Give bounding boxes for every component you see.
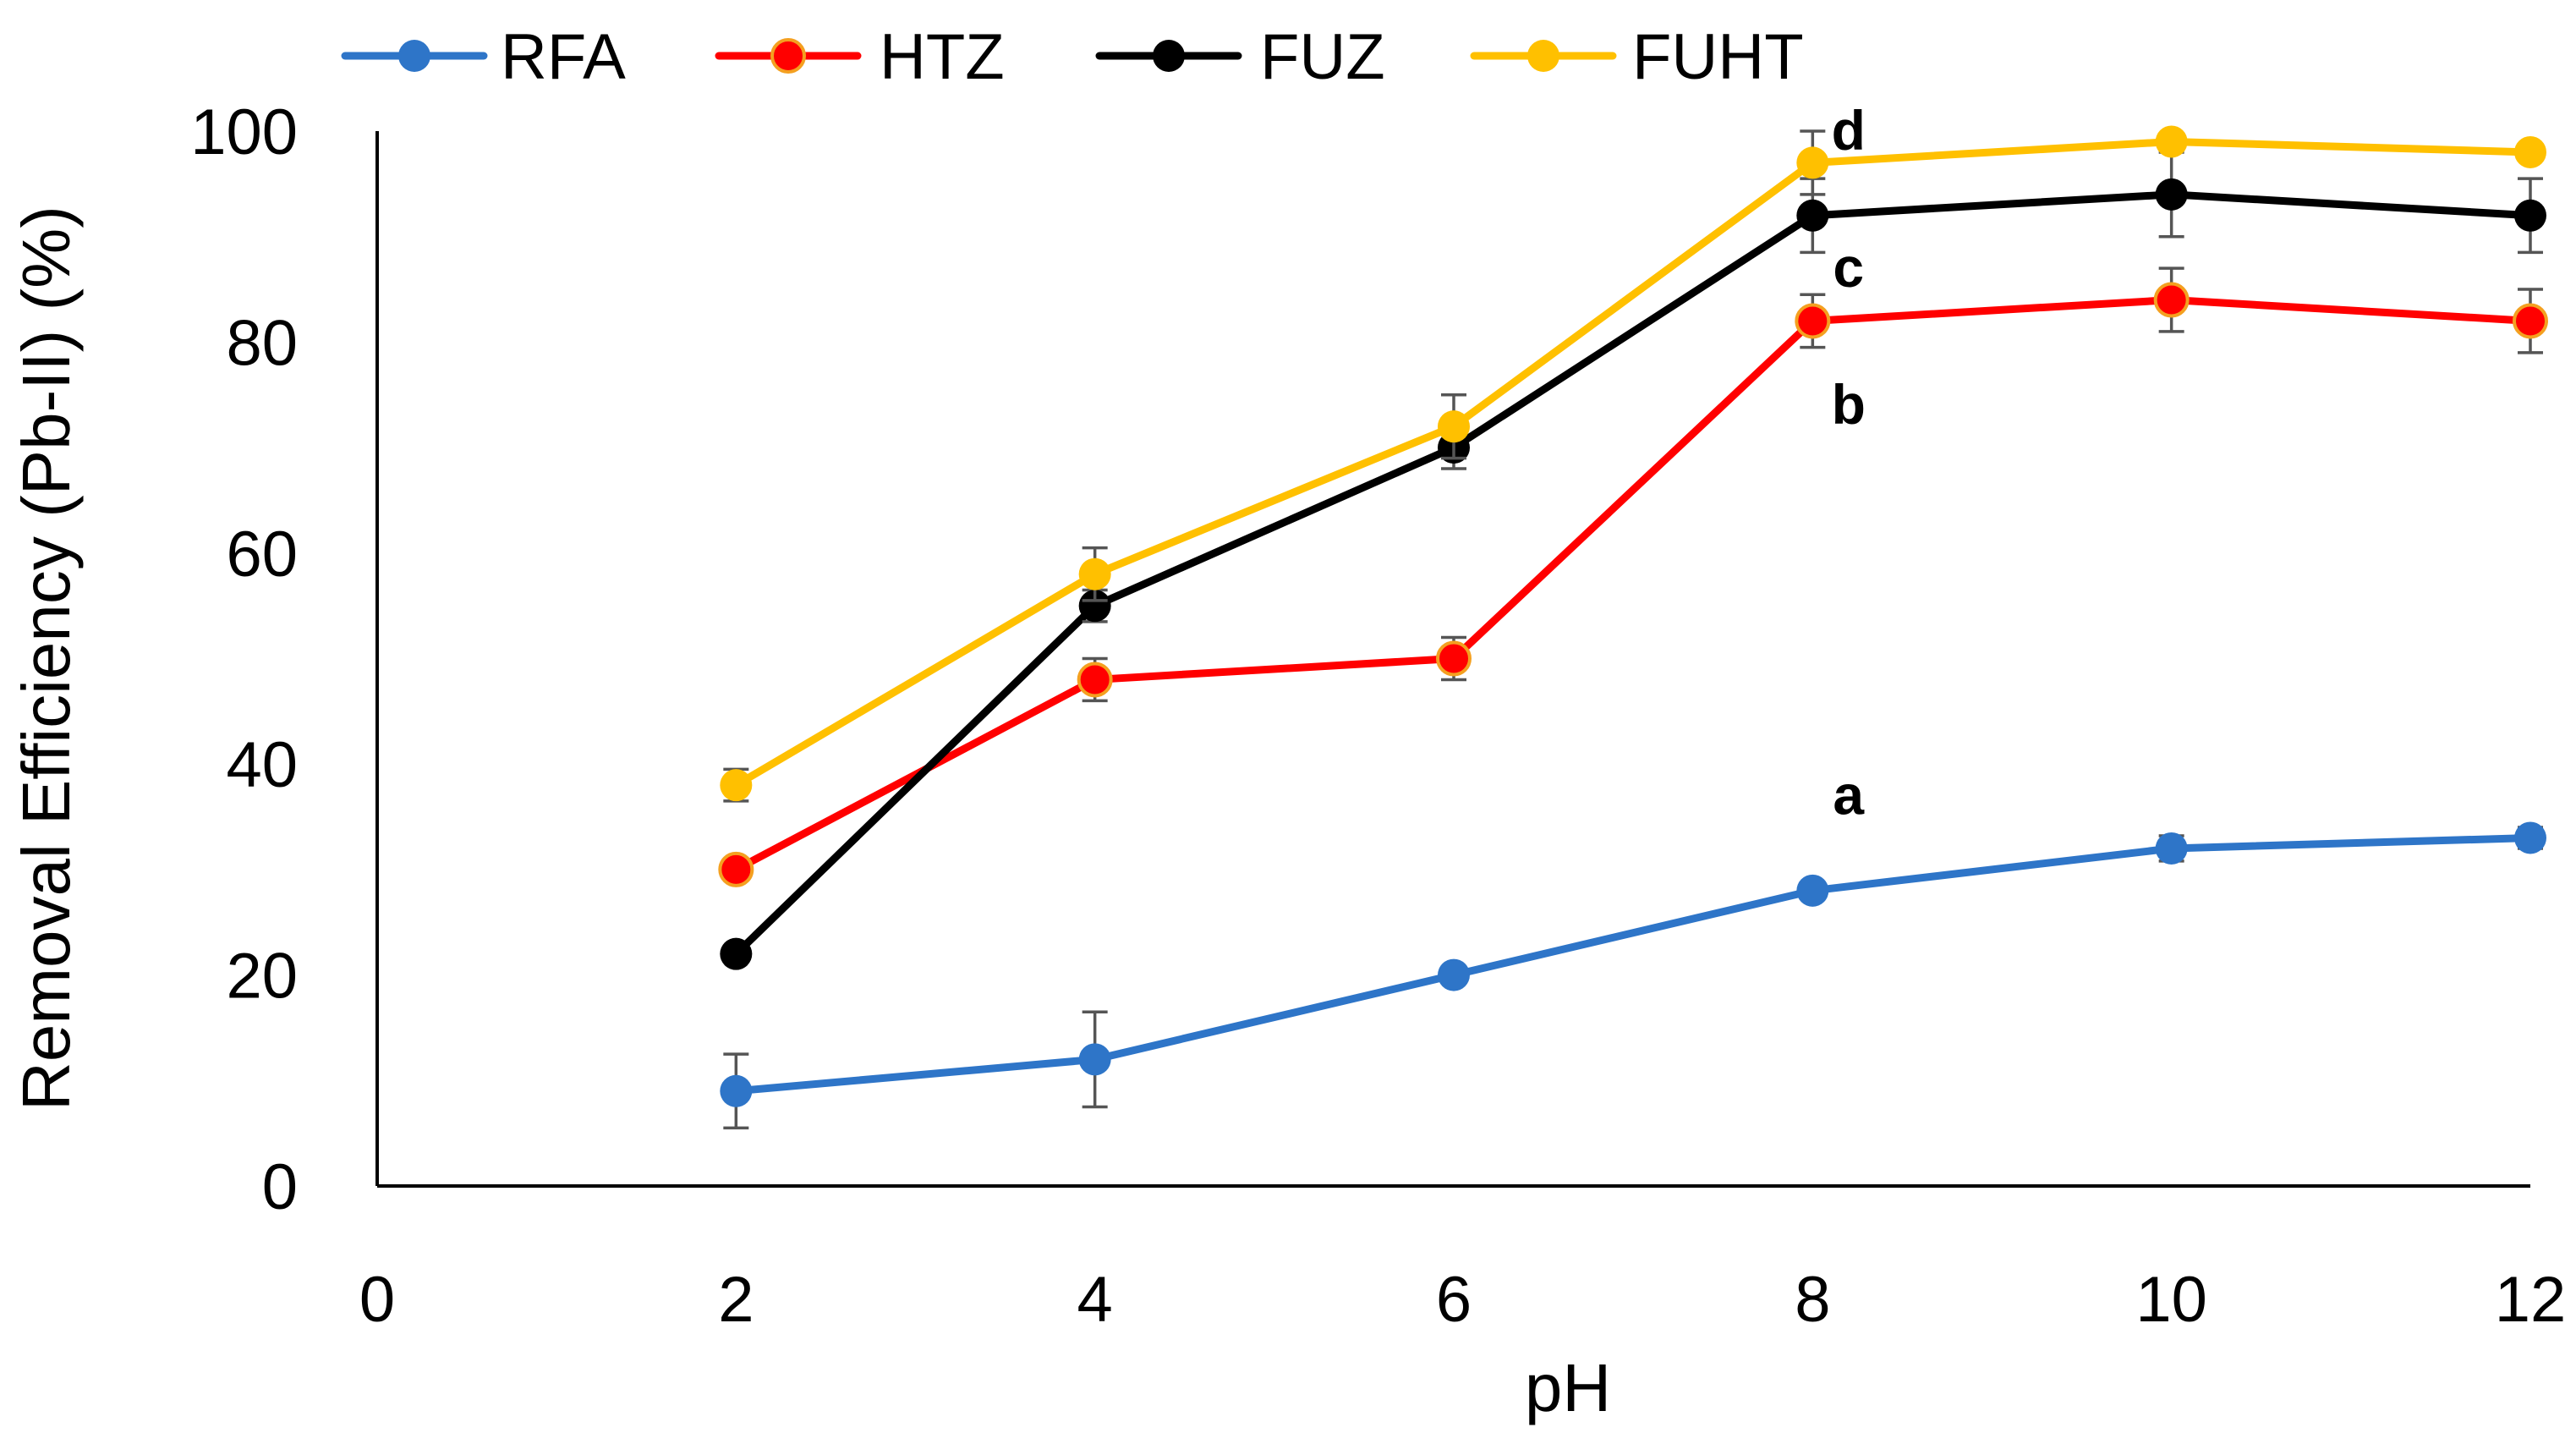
series-htz bbox=[718, 266, 2548, 887]
data-point bbox=[1436, 640, 1472, 677]
x-tick-label: 2 bbox=[718, 1264, 754, 1336]
annotation-label: c bbox=[1833, 236, 1864, 299]
legend-marker bbox=[398, 40, 430, 72]
legend-marker bbox=[770, 38, 806, 74]
series-line bbox=[732, 190, 2535, 958]
data-point bbox=[2514, 199, 2546, 232]
data-point bbox=[1795, 303, 1831, 339]
y-tick-label: 60 bbox=[226, 519, 298, 590]
series-line bbox=[732, 833, 2535, 1095]
data-point bbox=[720, 1074, 753, 1107]
data-point bbox=[1078, 557, 1111, 590]
x-tick-label: 0 bbox=[359, 1264, 395, 1336]
x-axis-title: pH bbox=[1525, 1350, 1611, 1425]
data-point bbox=[720, 937, 753, 970]
data-point bbox=[1796, 199, 1829, 232]
tick-labels: 0 20 40 60 80 100 0 2 4 6 8 10 12 bbox=[190, 96, 2566, 1336]
axes bbox=[375, 131, 2530, 1188]
legend-label: FUZ bbox=[1260, 21, 1385, 93]
annotations: a b c d bbox=[1832, 99, 1866, 826]
legend-marker bbox=[1153, 40, 1185, 72]
data-point bbox=[1438, 410, 1470, 443]
series-fuht bbox=[720, 125, 2546, 803]
y-tick-label: 40 bbox=[226, 729, 298, 801]
legend-label: HTZ bbox=[880, 21, 1005, 93]
data-point bbox=[2155, 125, 2188, 158]
y-tick-label: 100 bbox=[190, 96, 298, 168]
legend-label: FUHT bbox=[1632, 21, 1804, 93]
x-tick-label: 12 bbox=[2495, 1264, 2567, 1336]
data-point bbox=[2153, 282, 2190, 318]
legend-marker bbox=[1527, 40, 1559, 72]
data-point bbox=[1438, 958, 1470, 991]
data-point bbox=[1078, 590, 1111, 623]
x-tick-label: 6 bbox=[1436, 1264, 1472, 1336]
data-point bbox=[1077, 662, 1113, 698]
y-axis-title: Removal Efficiency (Pb-II) (%) bbox=[8, 206, 84, 1111]
legend-item-fuz: FUZ bbox=[1095, 21, 1385, 93]
data-point bbox=[2514, 135, 2546, 168]
data-point bbox=[718, 851, 754, 887]
legend-item-htz: HTZ bbox=[715, 21, 1005, 93]
legend-label: RFA bbox=[501, 21, 626, 93]
data-point bbox=[2513, 303, 2548, 339]
y-tick-label: 80 bbox=[226, 307, 298, 379]
data-point bbox=[2155, 832, 2188, 865]
series-rfa bbox=[720, 821, 2546, 1130]
data-point bbox=[2155, 178, 2188, 211]
legend-item-fuht: FUHT bbox=[1470, 21, 1804, 93]
series-layer bbox=[718, 125, 2548, 1130]
data-point bbox=[2514, 821, 2546, 854]
annotation-label: a bbox=[1833, 764, 1865, 826]
x-tick-label: 10 bbox=[2135, 1264, 2207, 1336]
x-tick-label: 4 bbox=[1077, 1264, 1113, 1336]
x-tick-label: 8 bbox=[1795, 1264, 1830, 1336]
y-tick-label: 20 bbox=[226, 941, 298, 1013]
data-point bbox=[1796, 874, 1829, 907]
legend: RFA HTZ FUZ FUHT bbox=[341, 21, 1804, 93]
annotation-label: d bbox=[1832, 99, 1866, 162]
y-tick-label: 0 bbox=[262, 1151, 298, 1223]
data-point bbox=[1796, 146, 1829, 179]
data-point bbox=[720, 769, 753, 802]
data-point bbox=[1078, 1043, 1111, 1076]
series-line bbox=[732, 296, 2535, 874]
legend-item-rfa: RFA bbox=[341, 21, 626, 93]
series-line bbox=[732, 137, 2535, 789]
annotation-label: b bbox=[1832, 373, 1866, 436]
